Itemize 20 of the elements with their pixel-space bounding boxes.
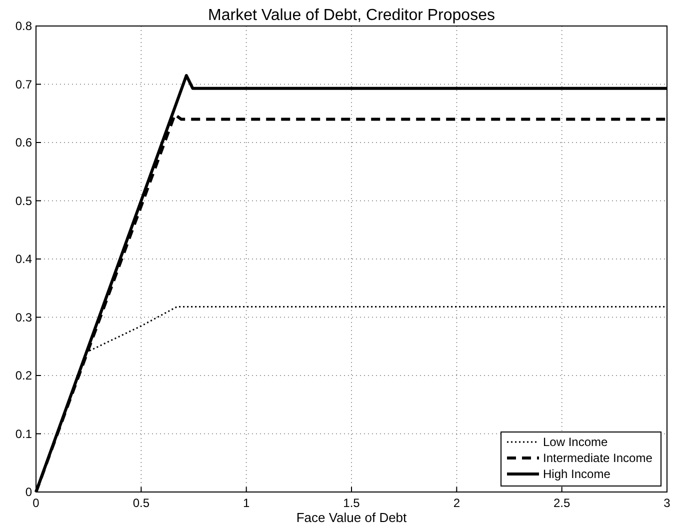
legend-label: Intermediate Income xyxy=(543,451,653,465)
x-tick-label: 1 xyxy=(242,496,250,510)
legend-label: Low Income xyxy=(543,435,608,449)
y-tick-label: 0.3 xyxy=(15,310,32,324)
chart-title: Market Value of Debt, Creditor Proposes xyxy=(208,7,495,24)
x-tick-label: 2.5 xyxy=(553,496,570,510)
y-tick-label: 0.2 xyxy=(15,368,32,382)
x-tick-label: 2 xyxy=(453,496,460,510)
y-tick-label: 0.7 xyxy=(15,77,32,92)
y-tick-label: 0.6 xyxy=(15,136,32,150)
y-tick-label: 0 xyxy=(25,485,32,499)
y-tick-label: 0.5 xyxy=(15,194,32,208)
x-tick-label: 3 xyxy=(664,496,671,510)
y-tick-label: 0.8 xyxy=(15,19,32,33)
legend-label: High Income xyxy=(543,467,611,481)
x-tick-label: 0.5 xyxy=(132,496,150,510)
y-tick-label: 0.1 xyxy=(15,426,32,441)
x-tick-label: 1.5 xyxy=(343,496,360,510)
x-axis-title: Face Value of Debt xyxy=(296,510,408,525)
y-tick-label: 0.4 xyxy=(15,252,32,266)
